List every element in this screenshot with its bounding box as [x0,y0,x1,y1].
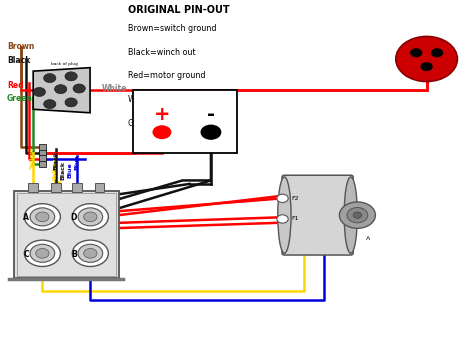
Text: Blue: Blue [68,162,73,178]
Text: White=12v+ power: White=12v+ power [128,95,207,104]
Circle shape [277,194,288,203]
Text: Red=motor ground: Red=motor ground [128,71,206,81]
Circle shape [78,244,103,262]
Circle shape [353,212,362,218]
Text: Black=winch out: Black=winch out [128,48,196,57]
Circle shape [277,215,288,223]
FancyBboxPatch shape [72,183,82,192]
FancyBboxPatch shape [39,161,46,167]
Circle shape [24,240,60,266]
Polygon shape [33,68,90,113]
Text: Black: Black [7,56,30,65]
Circle shape [33,87,46,96]
Text: Green: Green [7,94,33,103]
Text: Yellow: Yellow [54,159,58,181]
Circle shape [78,208,103,226]
Text: Brown: Brown [7,42,35,51]
Circle shape [36,212,49,222]
Circle shape [30,244,55,262]
Circle shape [201,125,221,140]
Text: +: + [154,105,170,124]
Circle shape [84,212,97,222]
Text: F2: F2 [292,196,299,201]
FancyBboxPatch shape [133,90,237,153]
Circle shape [44,74,56,83]
Circle shape [420,62,433,71]
FancyBboxPatch shape [39,150,46,156]
Circle shape [73,84,85,93]
FancyBboxPatch shape [51,183,61,192]
Circle shape [36,248,49,258]
Circle shape [410,48,422,57]
FancyBboxPatch shape [282,175,353,255]
Circle shape [153,125,172,139]
Circle shape [73,240,109,266]
Text: -: - [207,105,215,124]
Text: C: C [24,249,29,259]
Circle shape [65,98,77,107]
Text: Black: Black [54,151,58,170]
Text: Red: Red [7,81,24,90]
Text: B: B [71,249,77,259]
Text: A: A [23,213,29,222]
FancyBboxPatch shape [28,183,38,192]
Text: D: D [71,213,77,222]
Circle shape [65,72,77,81]
Text: back of plug: back of plug [51,62,77,66]
Circle shape [73,204,109,230]
Circle shape [30,208,55,226]
Text: Green=winch in: Green=winch in [128,119,192,128]
Circle shape [396,36,457,82]
Circle shape [55,85,67,94]
Circle shape [84,248,97,258]
Circle shape [347,208,368,223]
FancyBboxPatch shape [39,144,46,151]
FancyBboxPatch shape [95,183,104,192]
Circle shape [24,204,60,230]
FancyBboxPatch shape [14,191,118,278]
Text: ORIGINAL PIN-OUT: ORIGINAL PIN-OUT [128,5,229,15]
Text: F1: F1 [292,217,299,221]
Text: Blue: Blue [74,154,79,170]
Text: White: White [102,84,128,93]
Ellipse shape [278,177,291,253]
Circle shape [339,202,375,228]
FancyBboxPatch shape [39,155,46,162]
Text: Yellow: Yellow [30,148,36,170]
Text: Brown=switch ground: Brown=switch ground [128,24,217,33]
Text: Black: Black [61,161,65,179]
Circle shape [44,100,56,109]
Circle shape [431,48,443,57]
Ellipse shape [344,177,357,253]
Text: A: A [366,236,370,240]
